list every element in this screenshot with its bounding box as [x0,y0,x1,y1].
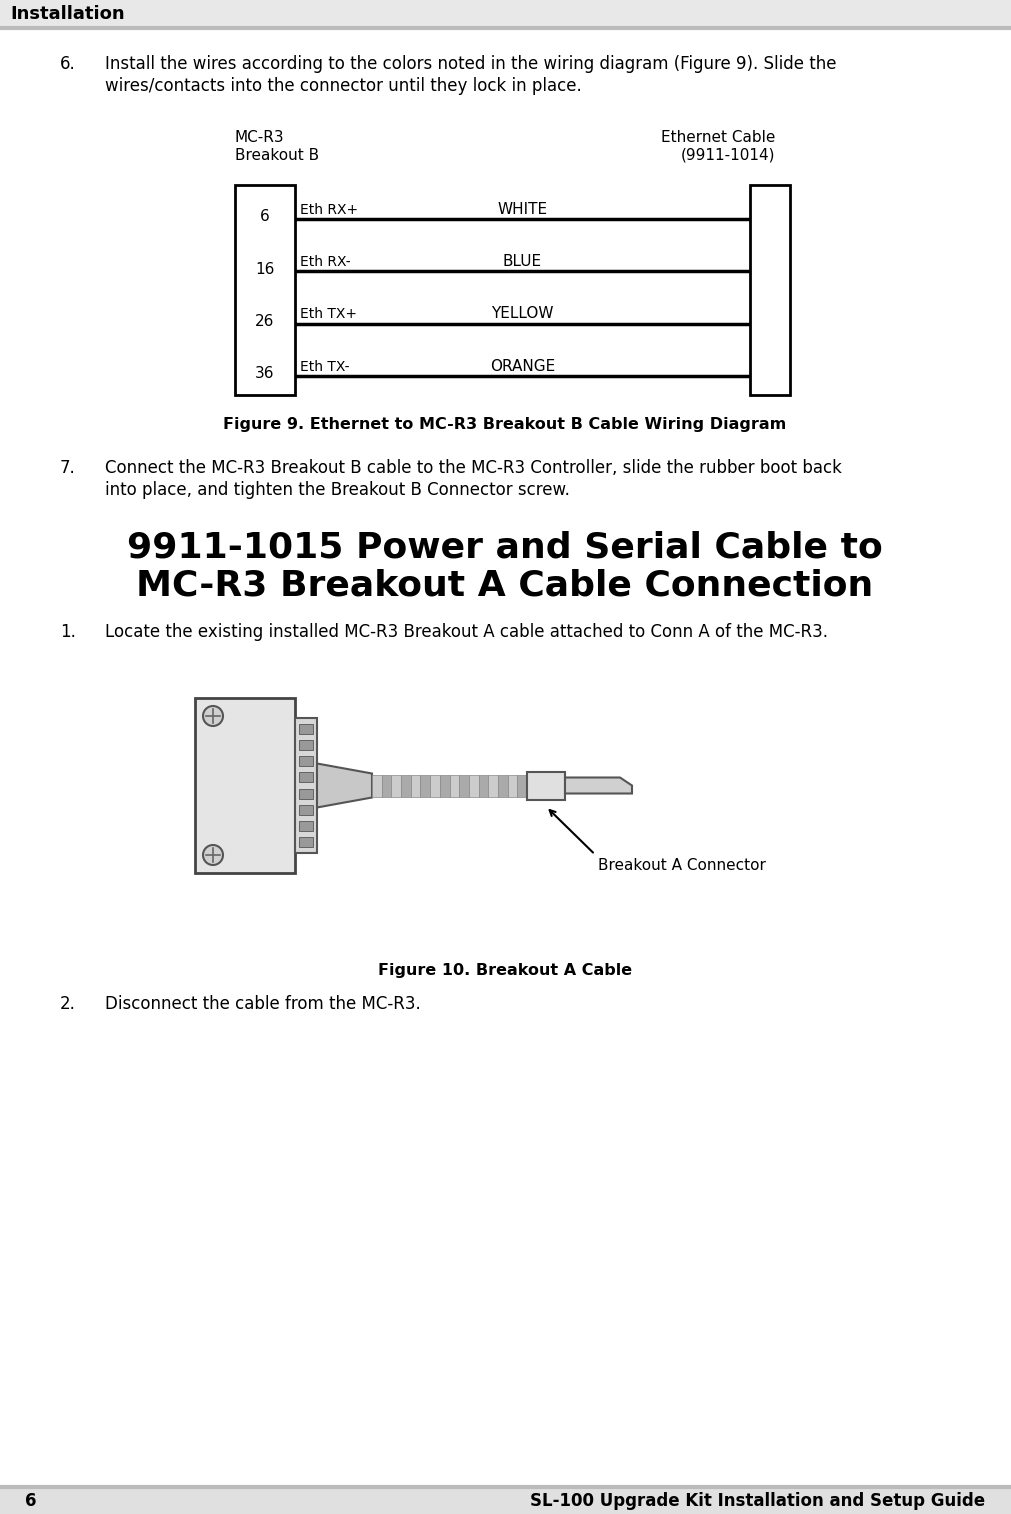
Bar [382,775,391,796]
Bar [299,804,313,815]
Text: Breakout B: Breakout B [235,148,319,164]
Text: BLUE: BLUE [502,254,542,269]
Text: wires/contacts into the connector until they lock in place.: wires/contacts into the connector until … [105,77,581,95]
Bar [299,757,313,766]
Text: 6.: 6. [60,55,76,73]
Bar [235,185,295,395]
Text: Eth TX+: Eth TX+ [300,307,357,321]
Text: (9911-1014): (9911-1014) [680,148,775,164]
Text: 6: 6 [25,1491,36,1509]
Bar [430,775,440,796]
Bar [508,775,518,796]
Bar [299,724,313,734]
Text: MC-R3 Breakout A Cable Connection: MC-R3 Breakout A Cable Connection [136,569,874,603]
Text: Disconnect the cable from the MC-R3.: Disconnect the cable from the MC-R3. [105,995,421,1013]
Text: 36: 36 [255,366,275,382]
Text: Figure 9. Ethernet to MC-R3 Breakout B Cable Wiring Diagram: Figure 9. Ethernet to MC-R3 Breakout B C… [223,416,787,431]
Bar [421,775,430,796]
Bar [498,775,508,796]
Text: SL-100 Upgrade Kit Installation and Setup Guide: SL-100 Upgrade Kit Installation and Setu… [530,1491,985,1509]
Bar [295,718,317,852]
Bar [488,775,498,796]
Bar [469,775,478,796]
Bar [0,0,1011,27]
Bar [372,775,382,796]
Bar [518,775,527,796]
Bar [299,837,313,846]
Text: 1.: 1. [60,622,76,640]
Bar [450,775,459,796]
Bar [750,185,790,395]
Text: Locate the existing installed MC-R3 Breakout A cable attached to Conn A of the M: Locate the existing installed MC-R3 Brea… [105,622,828,640]
Text: ORANGE: ORANGE [490,359,555,374]
Text: 6: 6 [260,209,270,224]
Circle shape [203,706,223,727]
Text: into place, and tighten the Breakout B Connector screw.: into place, and tighten the Breakout B C… [105,481,570,500]
Text: Breakout A Connector: Breakout A Connector [598,857,766,872]
Bar [391,775,401,796]
Polygon shape [565,778,632,793]
Text: Figure 10. Breakout A Cable: Figure 10. Breakout A Cable [378,963,632,978]
Text: 7.: 7. [60,459,76,477]
Text: Connect the MC-R3 Breakout B cable to the MC-R3 Controller, slide the rubber boo: Connect the MC-R3 Breakout B cable to th… [105,459,842,477]
Bar [527,772,565,799]
Bar [299,740,313,751]
Text: Eth TX-: Eth TX- [300,360,350,374]
Text: 16: 16 [256,262,275,277]
Polygon shape [317,763,372,807]
Bar [440,775,450,796]
Text: WHITE: WHITE [497,201,548,217]
Text: Eth RX-: Eth RX- [300,254,351,269]
Text: Installation: Installation [10,5,124,23]
Bar [0,1487,1011,1514]
Bar [299,789,313,798]
Bar [299,772,313,783]
Text: Ethernet Cable: Ethernet Cable [660,130,775,145]
Text: Eth RX+: Eth RX+ [300,203,358,217]
Text: 26: 26 [256,313,275,329]
Bar [299,821,313,831]
Circle shape [203,845,223,864]
Text: MC-R3: MC-R3 [235,130,285,145]
Text: Install the wires according to the colors noted in the wiring diagram (Figure 9): Install the wires according to the color… [105,55,836,73]
Bar [195,698,295,874]
Bar [401,775,410,796]
Text: 9911-1015 Power and Serial Cable to: 9911-1015 Power and Serial Cable to [127,531,883,565]
Bar [459,775,469,796]
Text: YELLOW: YELLOW [491,306,554,321]
Bar [410,775,421,796]
Text: 2.: 2. [60,995,76,1013]
Bar [478,775,488,796]
